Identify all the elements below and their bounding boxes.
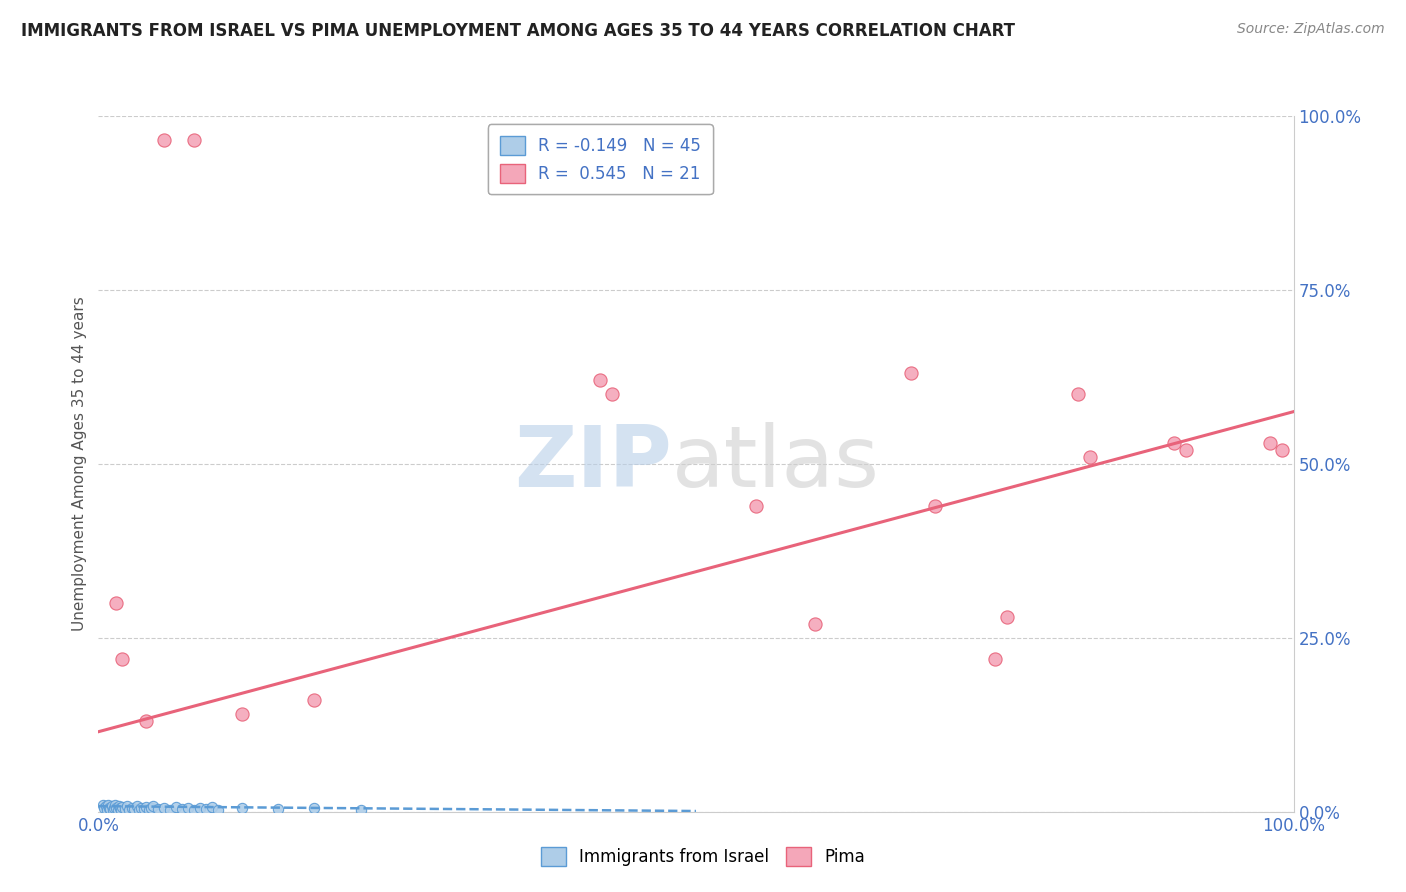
- Point: [105, 801, 128, 815]
- Point: [924, 499, 946, 513]
- Point: [121, 800, 143, 814]
- Point: [107, 803, 129, 817]
- Point: [105, 596, 128, 610]
- Point: [804, 616, 827, 631]
- Text: IMMIGRANTS FROM ISRAEL VS PIMA UNEMPLOYMENT AMONG AGES 35 TO 44 YEARS CORRELATIO: IMMIGRANTS FROM ISRAEL VS PIMA UNEMPLOYM…: [21, 22, 1015, 40]
- Point: [302, 800, 325, 814]
- Point: [172, 802, 194, 816]
- Point: [135, 800, 157, 814]
- Point: [124, 802, 146, 816]
- Point: [93, 801, 115, 815]
- Point: [350, 803, 373, 817]
- Legend: Immigrants from Israel, Pima: Immigrants from Israel, Pima: [533, 838, 873, 875]
- Point: [142, 799, 165, 814]
- Text: ZIP: ZIP: [515, 422, 672, 506]
- Point: [600, 387, 623, 401]
- Point: [91, 797, 114, 812]
- Point: [96, 803, 118, 817]
- Point: [1163, 436, 1185, 450]
- Point: [114, 802, 136, 816]
- Point: [1080, 450, 1102, 464]
- Point: [115, 799, 138, 814]
- Point: [111, 800, 134, 814]
- Point: [302, 693, 325, 707]
- Point: [900, 367, 922, 381]
- Point: [231, 707, 253, 722]
- Point: [132, 802, 155, 816]
- Text: Source: ZipAtlas.com: Source: ZipAtlas.com: [1237, 22, 1385, 37]
- Point: [589, 373, 612, 387]
- Point: [1258, 436, 1281, 450]
- Point: [165, 800, 187, 814]
- Point: [103, 800, 125, 814]
- Point: [94, 799, 117, 814]
- Point: [101, 803, 124, 817]
- Point: [138, 803, 160, 817]
- Point: [104, 797, 127, 812]
- Legend: R = -0.149   N = 45, R =  0.545   N = 21: R = -0.149 N = 45, R = 0.545 N = 21: [488, 124, 713, 194]
- Point: [139, 801, 162, 815]
- Point: [108, 801, 131, 815]
- Point: [159, 803, 181, 817]
- Point: [231, 801, 253, 815]
- Point: [194, 802, 217, 816]
- Point: [1271, 442, 1294, 457]
- Point: [188, 801, 211, 815]
- Point: [1175, 442, 1198, 457]
- Point: [183, 133, 205, 147]
- Point: [983, 651, 1005, 665]
- Point: [1067, 387, 1090, 401]
- Point: [128, 803, 150, 817]
- Point: [183, 803, 205, 817]
- Point: [135, 714, 157, 729]
- Point: [153, 800, 176, 814]
- Point: [110, 803, 132, 817]
- Point: [177, 800, 200, 814]
- Point: [207, 803, 229, 817]
- Text: atlas: atlas: [672, 422, 880, 506]
- Point: [107, 799, 129, 814]
- Point: [995, 610, 1018, 624]
- Point: [267, 802, 290, 816]
- Point: [153, 133, 176, 147]
- Point: [745, 499, 768, 513]
- Y-axis label: Unemployment Among Ages 35 to 44 years: Unemployment Among Ages 35 to 44 years: [72, 296, 87, 632]
- Point: [125, 799, 148, 814]
- Point: [118, 803, 141, 817]
- Point: [97, 797, 120, 812]
- Point: [131, 800, 153, 814]
- Point: [148, 802, 170, 816]
- Point: [98, 802, 122, 816]
- Point: [98, 800, 121, 814]
- Point: [100, 799, 122, 814]
- Point: [201, 800, 224, 814]
- Point: [111, 651, 134, 665]
